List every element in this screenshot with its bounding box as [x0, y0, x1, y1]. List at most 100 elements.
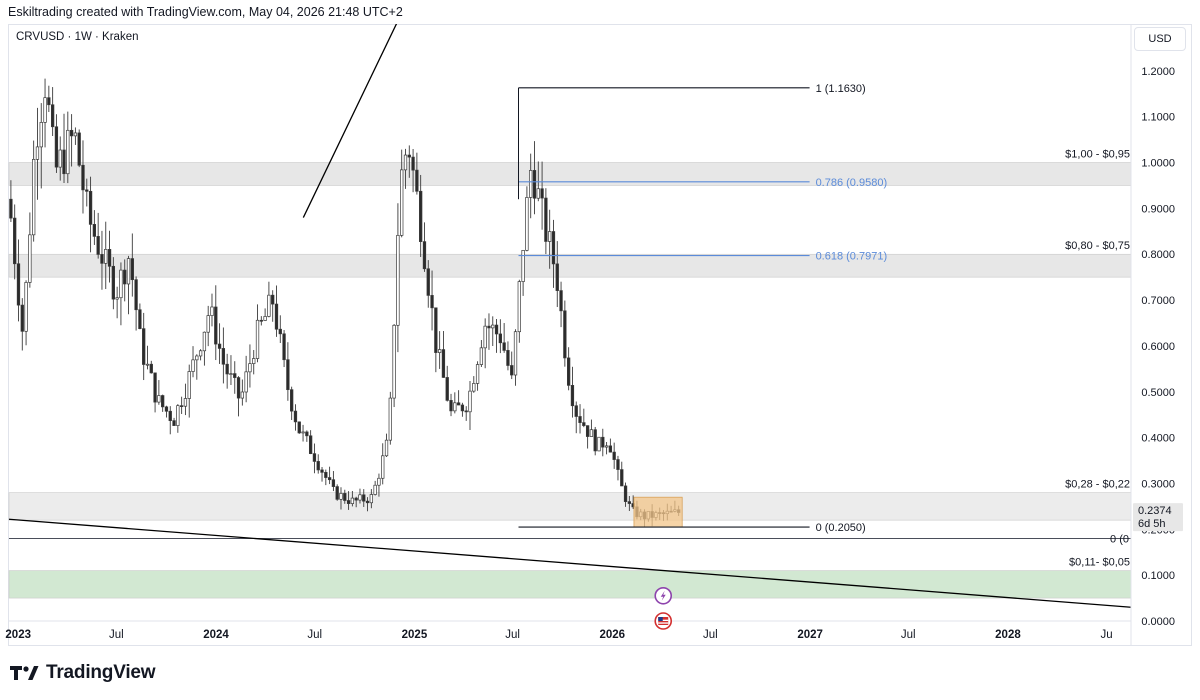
- candle-body: [88, 190, 93, 225]
- candle-body: [168, 410, 172, 421]
- candle-body: [388, 397, 392, 441]
- candle-body: [566, 357, 571, 386]
- candle-body: [308, 435, 313, 454]
- candle-body: [536, 188, 540, 199]
- candle-body: [217, 343, 222, 349]
- candle-body: [373, 484, 377, 495]
- candle-body: [498, 333, 502, 344]
- candle-body: [601, 436, 605, 448]
- candle-body: [164, 406, 169, 412]
- candle-body: [312, 453, 317, 462]
- candle-body: [483, 325, 487, 349]
- candle-body: [214, 306, 218, 345]
- candle-body: [331, 479, 336, 487]
- candle-body: [244, 371, 248, 393]
- candle-body: [252, 358, 256, 364]
- candle-body: [437, 349, 442, 353]
- candle-body: [608, 445, 613, 453]
- y-tick-label: 0.3000: [1141, 478, 1175, 490]
- zone-label: $0,28 - $0,22: [1065, 479, 1130, 491]
- candle-body: [47, 97, 51, 106]
- y-tick-label: 0.7000: [1141, 295, 1175, 307]
- candle-body: [384, 439, 389, 457]
- candle-body: [616, 459, 620, 470]
- candle-body: [407, 154, 411, 158]
- candle-body: [415, 169, 419, 192]
- candle-body: [563, 310, 567, 359]
- candle-body: [403, 154, 408, 171]
- candle-body: [32, 159, 36, 236]
- currency-button[interactable]: USD: [1134, 27, 1186, 51]
- fib-level-label: 1 (1.1630): [816, 83, 866, 95]
- candle-body: [107, 249, 112, 267]
- candle-body: [358, 494, 362, 501]
- candle-body: [377, 477, 381, 486]
- candle-body: [422, 241, 427, 270]
- candle-body: [104, 249, 108, 264]
- candle-body: [540, 188, 544, 199]
- candle-body: [271, 294, 275, 305]
- x-tick-label: Ju: [1101, 629, 1113, 641]
- candle-body: [96, 236, 100, 255]
- candle-body: [400, 169, 404, 236]
- candle-body: [66, 129, 70, 175]
- candle-body: [282, 333, 286, 361]
- candle-body: [123, 269, 127, 285]
- candle-body: [419, 190, 423, 242]
- x-tick-label: 2027: [797, 629, 823, 641]
- candle-body: [119, 269, 123, 299]
- candle-body: [100, 254, 104, 264]
- candle-body: [39, 122, 43, 148]
- candle-body: [316, 461, 320, 471]
- candle-body: [335, 486, 339, 500]
- x-tick-label: Jul: [307, 629, 322, 641]
- candle-body: [111, 265, 115, 300]
- fib-level-label: 0.786 (0.9580): [816, 177, 888, 189]
- candle-body: [149, 363, 153, 374]
- candle-body: [248, 363, 252, 373]
- y-tick-label: 1.1000: [1141, 112, 1175, 124]
- candle-body: [612, 451, 616, 460]
- candle-body: [517, 281, 521, 333]
- candle-body: [494, 324, 499, 335]
- candle-body: [290, 389, 294, 412]
- candle-body: [559, 290, 563, 312]
- candle-body: [597, 436, 601, 452]
- candle-body: [506, 350, 510, 366]
- candle-body: [529, 170, 533, 198]
- candle-body: [392, 324, 396, 399]
- candle-body: [604, 445, 609, 448]
- candle-body: [510, 365, 514, 376]
- candle-body: [255, 319, 260, 359]
- candle-body: [381, 455, 385, 479]
- candle-body: [593, 429, 597, 452]
- candle-body: [585, 425, 590, 437]
- candle-body: [544, 197, 548, 242]
- candle-body: [472, 383, 476, 392]
- candle-body: [548, 231, 552, 242]
- candle-body: [301, 431, 305, 434]
- price-chart[interactable]: 1 (1.1630) 0.786 (0.9580) 0.618 (0.7971) 0 …: [0, 24, 1200, 646]
- current-price-label: 0.2374: [1138, 505, 1172, 517]
- candle-body: [115, 297, 119, 300]
- header-bar: Eskiltrading created with TradingView.co…: [0, 0, 1200, 24]
- candle-body: [206, 315, 210, 333]
- candle-body: [153, 372, 157, 403]
- candle-body: [339, 493, 343, 500]
- tradingview-logo[interactable]: TradingView: [10, 662, 156, 684]
- candle-body: [327, 477, 332, 481]
- candle-body: [142, 328, 146, 365]
- candle-body: [551, 231, 556, 265]
- candle-body: [195, 355, 199, 361]
- candle-body: [259, 319, 263, 322]
- attribution-text: Eskiltrading created with TradingView.co…: [8, 5, 403, 19]
- candle-body: [521, 249, 525, 282]
- candle-body: [240, 391, 244, 399]
- candle-body: [320, 469, 324, 473]
- candle-body: [502, 342, 506, 351]
- candle-body: [324, 471, 328, 478]
- candle-body: [62, 149, 66, 175]
- candle-body: [449, 400, 453, 412]
- candle-body: [191, 359, 195, 372]
- y-tick-label: 1.2000: [1141, 66, 1175, 78]
